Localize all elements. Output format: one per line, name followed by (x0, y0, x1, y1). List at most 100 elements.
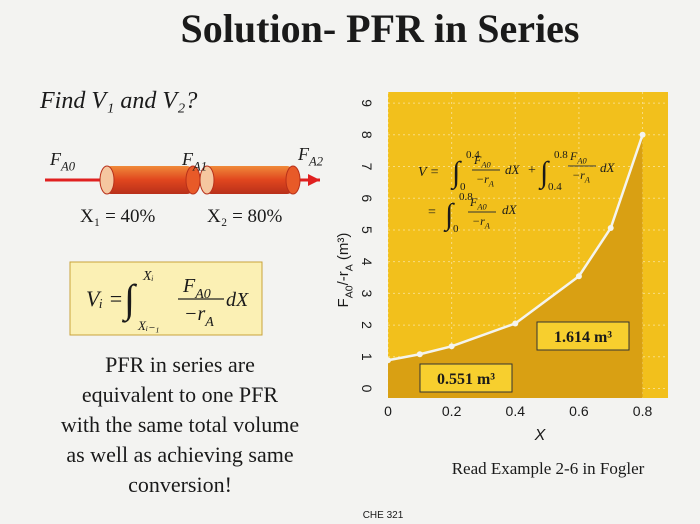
y-tick-label: 1 (359, 353, 375, 361)
stream-label: FA0 (49, 149, 76, 173)
text-part: F (469, 195, 478, 209)
y-tick-label: 3 (359, 289, 375, 297)
text-part: F (182, 275, 196, 297)
x-axis-label: X (534, 427, 547, 444)
text-part: A0 (576, 157, 587, 166)
equation-box (69, 261, 263, 336)
text-part: 2 (359, 321, 375, 329)
fraction-den: −rA (572, 168, 591, 185)
text-part: 1 (359, 353, 375, 361)
limit: 0.4 (466, 149, 480, 161)
eq-dx: dX (502, 202, 518, 217)
text-part: 0.8 (633, 403, 653, 419)
eq-lhs: V = (418, 165, 439, 180)
fraction-num: FA0 (182, 275, 211, 302)
text-part: PFR in series are (105, 352, 255, 377)
text-part: 0.4 (548, 181, 562, 193)
annotation-box (419, 363, 513, 393)
text-part: ∫ (538, 156, 550, 191)
conversion: X₂ = 80% (207, 206, 283, 227)
question: Find V₁ and V₂? (39, 88, 197, 114)
integral: ∫ (538, 156, 550, 191)
eq-lhs: Vᵢ = (86, 286, 123, 311)
text-part: F (569, 149, 578, 163)
fraction-num: FA0 (469, 195, 487, 212)
text-part: dX (600, 160, 616, 175)
fraction-den: −rA (476, 172, 495, 189)
text-part: A (344, 264, 356, 271)
text-part: 0.551 m³ (437, 371, 495, 388)
integral: ∫ (443, 198, 455, 233)
text-part: 0.4 (506, 403, 526, 419)
text-part: A0 (60, 159, 76, 173)
text-part: (m³) (335, 233, 352, 265)
text-part: 0 (359, 385, 375, 393)
point (607, 225, 614, 232)
text-part: V = (418, 165, 439, 180)
text-part: X₁ = 40% (80, 206, 156, 227)
text-part: F (297, 144, 310, 164)
eq-dx: dX (600, 160, 616, 175)
text-part: equivalent to one PFR (82, 382, 278, 407)
text-part: F (49, 149, 62, 169)
text-part: Xᵢ (142, 269, 154, 284)
text-part: 0 (453, 223, 459, 235)
text-part: A0 (194, 287, 211, 302)
text-part: dX (505, 162, 521, 177)
note-line: conversion! (128, 472, 232, 497)
text-part: 0.6 (569, 403, 589, 419)
y-tick-label: 2 (359, 321, 375, 329)
text-part: 0.4 (466, 149, 480, 161)
point (385, 357, 391, 364)
point (639, 131, 646, 138)
text-part: −r (472, 214, 485, 228)
fraction-num: FA0 (569, 149, 587, 166)
footer: CHE 321 (363, 510, 404, 521)
integral: ∫ (121, 276, 138, 323)
text-part: A0 (480, 161, 491, 170)
y-tick-label: 7 (359, 163, 375, 171)
text-part: conversion! (128, 472, 232, 497)
limit: 0 (453, 223, 459, 235)
text-part: −r (572, 168, 585, 182)
x-tick-label: 0.2 (442, 403, 462, 419)
text-part: F (473, 153, 482, 167)
text-part: 9 (359, 99, 375, 107)
text-part: 5 (359, 226, 375, 234)
text-part: 4 (359, 258, 375, 266)
text-part: 7 (359, 163, 375, 171)
limit: Xᵢ (142, 269, 154, 284)
fraction-den: −rA (472, 214, 491, 231)
text-part: /-r (335, 271, 352, 285)
text-part: A (584, 176, 591, 185)
text-part: 8 (359, 131, 375, 139)
stream-label: FA1 (181, 149, 207, 173)
text-part: −r (184, 303, 205, 325)
text-part: X (534, 427, 547, 444)
reactor-1 (105, 166, 193, 194)
text-part: F (181, 149, 194, 169)
reactor-end (99, 165, 115, 195)
y-tick-label: 5 (359, 226, 375, 234)
text-part: as well as achieving same (66, 442, 293, 467)
note-line: equivalent to one PFR (82, 382, 278, 407)
conversion: X₁ = 40% (80, 206, 156, 227)
text-part: 6 (359, 194, 375, 202)
text-part: CHE 321 (363, 510, 404, 521)
arrow-head (308, 174, 320, 186)
fraction-num: FA0 (473, 153, 491, 170)
text-part: Read Example 2-6 in Fogler (452, 459, 645, 478)
x-tick-label: 0.6 (569, 403, 589, 419)
text-part: A (484, 222, 491, 231)
limit: Xᵢ₋₁ (137, 318, 159, 333)
limit: 0 (460, 181, 466, 193)
y-tick-label: 9 (359, 99, 375, 107)
text-part: Xᵢ₋₁ (137, 318, 159, 333)
stream-label: FA2 (297, 144, 324, 168)
annotation-box (536, 321, 630, 351)
text-part: = (428, 205, 436, 220)
reactor-end (199, 165, 215, 195)
x-tick-label: 0 (384, 403, 392, 419)
y-tick-label: 4 (359, 258, 375, 266)
limit: 0.8 (459, 191, 473, 203)
